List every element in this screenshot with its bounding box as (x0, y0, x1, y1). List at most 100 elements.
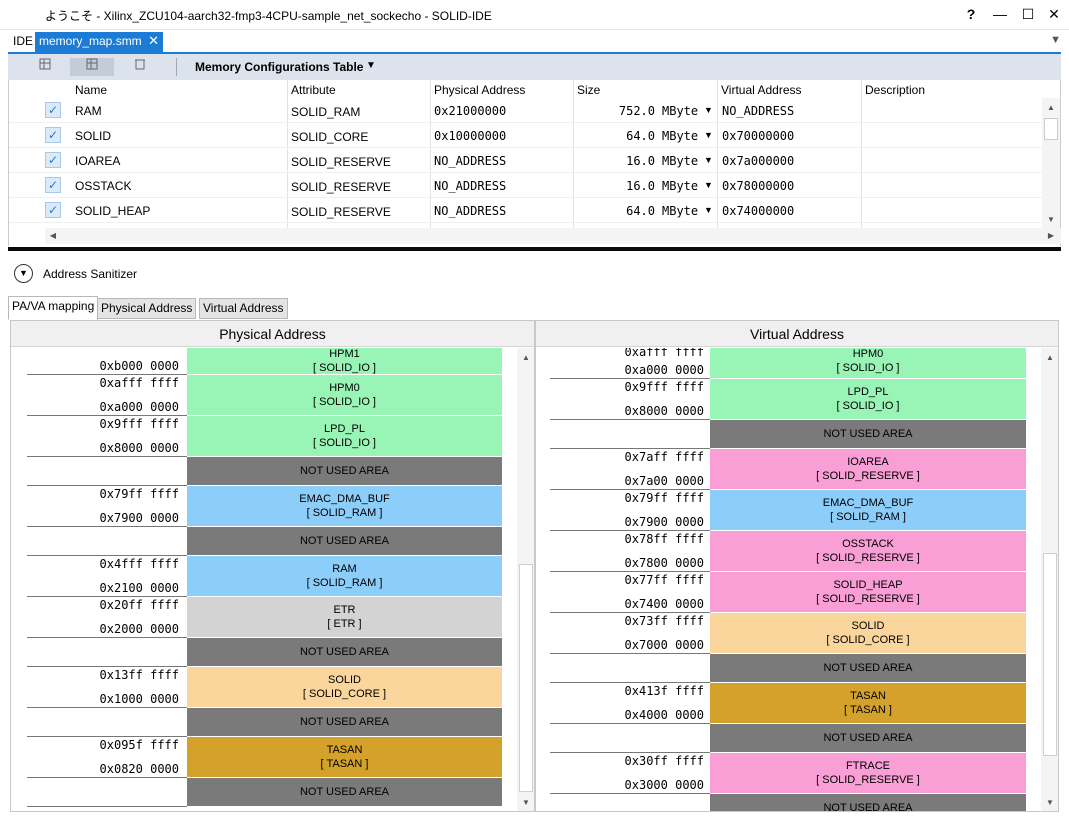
scroll-down-icon[interactable]: ▼ (522, 798, 530, 807)
memory-block[interactable]: NOT USED AREA (710, 420, 1026, 449)
memory-block[interactable]: SOLID [ SOLID_CORE ] (710, 613, 1026, 654)
chevron-down-icon[interactable]: ▼ (704, 155, 713, 165)
memory-block[interactable]: IOAREA [ SOLID_RESERVE ] (710, 449, 1026, 490)
panel-splitter[interactable] (8, 247, 1061, 251)
add-row-icon[interactable] (34, 58, 56, 76)
cell-size-value[interactable]: 752.0 (618, 104, 655, 118)
column-header-description[interactable]: Description (865, 83, 926, 97)
cell-size-unit[interactable]: MByte (662, 204, 699, 218)
tab-pa-va-mapping[interactable]: PA/VA mapping (8, 296, 99, 320)
cell-size-unit[interactable]: MByte (662, 179, 699, 193)
memory-block[interactable]: FTRACE [ SOLID_RESERVE ] (710, 753, 1026, 794)
cell-name[interactable]: IOAREA (75, 154, 121, 168)
table-row[interactable]: ✓ SOLID SOLID_CORE 0x10000000 64.0 MByte ▼ 0x70… (9, 123, 1042, 148)
cell-physical-address[interactable]: 0x10000000 (434, 129, 507, 143)
minimize-button[interactable]: — (993, 6, 1007, 22)
virtual-map-scrollbar[interactable]: ▲ ▼ (1041, 348, 1058, 811)
memory-block[interactable]: RAM [ SOLID_RAM ] (187, 556, 502, 597)
column-header-attribute[interactable]: Attribute (291, 83, 336, 97)
scrollbar-thumb[interactable] (1043, 553, 1057, 756)
chevron-down-icon[interactable]: ▼ (366, 60, 376, 71)
cell-name[interactable]: SOLID_HEAP (75, 204, 151, 218)
cell-name[interactable]: OSSTACK (75, 179, 132, 193)
scroll-up-icon[interactable]: ▲ (1047, 103, 1055, 112)
cell-size-value[interactable]: 64.0 (626, 204, 655, 218)
column-header-size[interactable]: Size (577, 83, 601, 97)
scroll-up-icon[interactable]: ▲ (522, 353, 530, 362)
memory-block[interactable]: TASAN [ TASAN ] (710, 683, 1026, 724)
column-header-virtual-address[interactable]: Virtual Address (721, 83, 802, 97)
column-header-name[interactable]: Name (75, 83, 108, 97)
scroll-down-icon[interactable]: ▼ (1046, 798, 1054, 807)
cell-physical-address[interactable]: NO_ADDRESS (434, 154, 507, 168)
delete-row-icon[interactable] (129, 58, 151, 76)
cell-attribute[interactable]: SOLID_RESERVE (291, 180, 391, 194)
cell-physical-address[interactable]: NO_ADDRESS (434, 204, 507, 218)
cell-physical-address[interactable]: NO_ADDRESS (434, 179, 507, 193)
table-horizontal-scrollbar[interactable]: ◀ ▶ (45, 228, 1061, 244)
table-row[interactable]: ✓ IOAREA SOLID_RESERVE NO_ADDRESS 16.0 MByte ▼… (9, 148, 1042, 173)
memory-block[interactable]: NOT USED AREA (187, 638, 502, 667)
memory-block[interactable]: NOT USED AREA (187, 457, 502, 486)
scroll-down-icon[interactable]: ▼ (1047, 215, 1055, 224)
row-checkbox[interactable]: ✓ (45, 102, 61, 118)
row-checkbox[interactable]: ✓ (45, 152, 61, 168)
table-row[interactable]: ✓ OSSTACK SOLID_RESERVE NO_ADDRESS 16.0 MByte… (9, 173, 1042, 198)
table-row[interactable]: ✓ SOLID_HEAP SOLID_RESERVE NO_ADDRESS 64.0 MB… (9, 198, 1042, 223)
chevron-down-icon[interactable]: ▼ (704, 205, 713, 215)
tab-virtual-address[interactable]: Virtual Address (199, 298, 288, 319)
chevron-down-icon[interactable]: ▼ (704, 130, 713, 140)
table-row[interactable]: ✓ RAM SOLID_RAM 0x21000000 752.0 MByte ▼ NO_ADD… (9, 98, 1042, 123)
cell-virtual-address[interactable]: 0x78000000 (722, 179, 795, 193)
cell-size-unit[interactable]: MByte (662, 129, 699, 143)
cell-size-value[interactable]: 16.0 (626, 154, 655, 168)
memory-block[interactable]: HPM0 [ SOLID_IO ] (187, 375, 502, 416)
tab-memory-map[interactable]: memory_map.smm ✕ (35, 32, 163, 52)
scroll-up-icon[interactable]: ▲ (1046, 353, 1054, 362)
memory-configurations-table-title[interactable]: Memory Configurations Table (195, 60, 364, 74)
row-checkbox[interactable]: ✓ (45, 202, 61, 218)
scrollbar-thumb[interactable] (519, 564, 533, 792)
row-checkbox[interactable]: ✓ (45, 177, 61, 193)
memory-block[interactable]: NOT USED AREA (710, 794, 1026, 811)
cell-size-value[interactable]: 64.0 (626, 129, 655, 143)
view-menu-icon[interactable]: ▼ (1050, 34, 1061, 46)
memory-block[interactable]: NOT USED AREA (187, 708, 502, 737)
memory-block[interactable]: NOT USED AREA (710, 724, 1026, 753)
expand-chevron-icon[interactable]: ▼ (14, 264, 33, 283)
cell-physical-address[interactable]: 0x21000000 (434, 104, 507, 118)
chevron-down-icon[interactable]: ▼ (704, 105, 713, 115)
memory-block[interactable]: TASAN [ TASAN ] (187, 737, 502, 778)
memory-block[interactable]: EMAC_DMA_BUF [ SOLID_RAM ] (187, 486, 502, 527)
tab-physical-address[interactable]: Physical Address (97, 298, 197, 319)
memory-block[interactable]: LPD_PL [ SOLID_IO ] (187, 416, 502, 457)
ide-label[interactable]: IDE (13, 34, 34, 48)
memory-block[interactable]: NOT USED AREA (710, 654, 1026, 683)
address-sanitizer-label[interactable]: Address Sanitizer (43, 267, 138, 281)
cell-attribute[interactable]: SOLID_RAM (291, 105, 361, 119)
chevron-down-icon[interactable]: ▼ (704, 180, 713, 190)
cell-size-unit[interactable]: MByte (662, 104, 699, 118)
cell-virtual-address[interactable]: 0x70000000 (722, 129, 795, 143)
column-header-physical-address[interactable]: Physical Address (434, 83, 526, 97)
close-window-button[interactable]: ✕ (1048, 6, 1060, 22)
cell-attribute[interactable]: SOLID_CORE (291, 130, 369, 144)
physical-map-scrollbar[interactable]: ▲ ▼ (517, 348, 534, 811)
memory-block[interactable]: NOT USED AREA (187, 527, 502, 556)
memory-block[interactable]: HPM1[ SOLID_IO ] (187, 348, 502, 375)
help-button[interactable]: ? (966, 6, 976, 22)
close-tab-icon[interactable]: ✕ (148, 33, 159, 48)
memory-block[interactable]: OSSTACK [ SOLID_RESERVE ] (710, 531, 1026, 572)
cell-attribute[interactable]: SOLID_RESERVE (291, 155, 391, 169)
memory-block[interactable]: NOT USED AREA (187, 778, 502, 807)
memory-block[interactable]: HPM0 [ SOLID_IO ] (710, 348, 1026, 379)
cell-virtual-address[interactable]: 0x74000000 (722, 204, 795, 218)
scroll-left-icon[interactable]: ◀ (49, 231, 57, 240)
cell-size-value[interactable]: 16.0 (626, 179, 655, 193)
maximize-button[interactable]: ☐ (1021, 6, 1035, 22)
memory-block[interactable]: ETR [ ETR ] (187, 597, 502, 638)
cell-name[interactable]: SOLID (75, 129, 112, 143)
cell-virtual-address[interactable]: NO_ADDRESS (722, 104, 795, 118)
memory-block[interactable]: SOLID [ SOLID_CORE ] (187, 667, 502, 708)
memory-block[interactable]: SOLID_HEAP [ SOLID_RESERVE ] (710, 572, 1026, 613)
